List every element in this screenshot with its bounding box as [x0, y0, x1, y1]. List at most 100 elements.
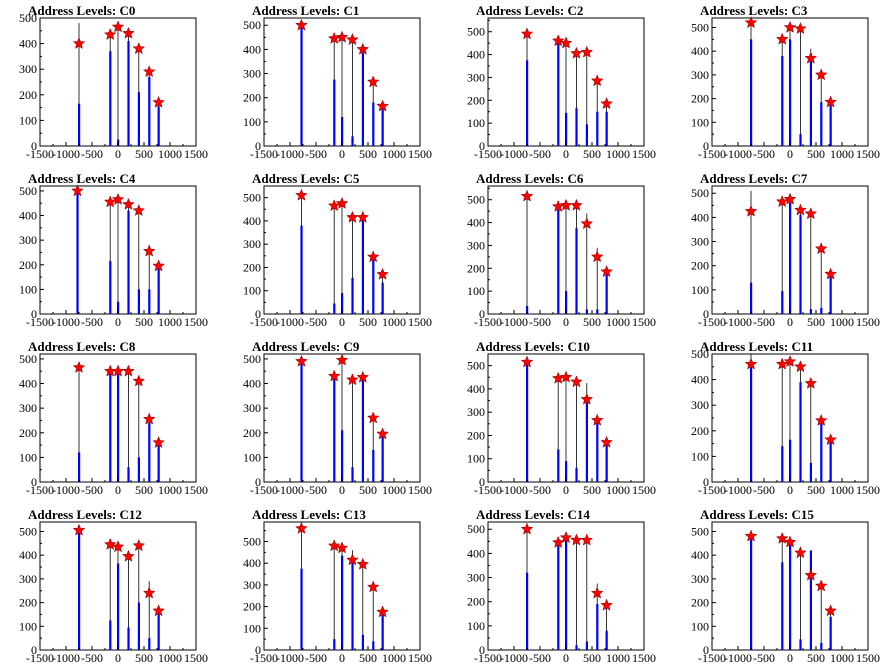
peak-marker — [590, 74, 604, 87]
peak-marker — [366, 250, 380, 263]
blue-bar — [361, 378, 364, 482]
panel-title: Address Levels: C14 — [476, 507, 590, 522]
blue-bar — [557, 542, 560, 650]
peak-marker — [814, 413, 828, 426]
peak-marker — [520, 189, 534, 202]
blue-bar — [341, 293, 344, 314]
peak-marker — [520, 355, 534, 368]
x-tick-label: -500 — [81, 483, 103, 497]
peak-marker — [142, 586, 156, 599]
blue-bar — [78, 452, 81, 482]
x-tick-label: -1000 — [724, 651, 752, 665]
blue-bar — [820, 102, 823, 146]
peak-marker — [580, 533, 594, 546]
peak-marker — [570, 198, 583, 211]
blue-bar — [372, 450, 375, 482]
y-tick-label: 200 — [691, 424, 709, 438]
x-tick-label: 1000 — [830, 315, 854, 329]
blue-bar — [750, 282, 753, 314]
y-tick-label: 0 — [703, 139, 709, 153]
x-tick-label: -1500 — [474, 483, 502, 497]
x-tick-label: 500 — [135, 315, 153, 329]
peak-marker — [327, 199, 341, 212]
x-tick-label: -1000 — [276, 483, 304, 497]
peak-marker — [122, 26, 135, 39]
x-tick-label: -500 — [529, 147, 551, 161]
x-tick-label: -500 — [529, 315, 551, 329]
blue-bar — [781, 55, 784, 146]
x-tick-label: 0 — [563, 483, 569, 497]
y-tick-label: 200 — [691, 596, 709, 610]
y-tick-label: 100 — [19, 450, 37, 464]
x-tick-label: -1500 — [250, 315, 278, 329]
x-tick-label: -1500 — [26, 483, 54, 497]
peak-marker — [152, 435, 165, 449]
blue-bar — [148, 638, 151, 650]
blue-bar — [341, 430, 344, 482]
y-tick-label: 500 — [243, 535, 261, 549]
panel-title: Address Levels: C8 — [28, 339, 136, 354]
x-tick-label: -500 — [529, 483, 551, 497]
peak-marker — [132, 203, 146, 217]
y-tick-label: 0 — [479, 139, 485, 153]
panel-title: Address Levels: C3 — [700, 3, 808, 18]
blue-bar — [137, 602, 140, 650]
y-tick-label: 0 — [703, 307, 709, 321]
peak-marker — [775, 195, 789, 208]
y-tick-label: 200 — [243, 260, 261, 274]
y-tick-label: 0 — [255, 139, 261, 153]
x-tick-label: 1500 — [856, 147, 880, 161]
x-tick-label: 0 — [115, 147, 121, 161]
x-tick-label: 1500 — [632, 651, 656, 665]
x-tick-label: 1500 — [632, 315, 656, 329]
blue-bar — [789, 202, 792, 314]
x-tick-label: -500 — [305, 483, 327, 497]
peak-marker — [590, 413, 604, 426]
y-tick-label: 0 — [479, 475, 485, 489]
peak-marker — [132, 42, 146, 55]
peak-marker — [122, 197, 135, 210]
x-tick-label: 1000 — [158, 147, 182, 161]
x-tick-label: -1000 — [52, 651, 80, 665]
y-tick-label: 500 — [691, 186, 709, 200]
x-tick-label: 0 — [563, 147, 569, 161]
peak-marker — [327, 369, 341, 382]
peak-marker — [814, 579, 828, 592]
blue-bar — [381, 107, 384, 146]
panel-title: Address Levels: C11 — [700, 339, 813, 354]
panel-5: Address Levels: C50100200300400500-1500-… — [243, 171, 432, 329]
peak-marker — [335, 541, 349, 554]
y-tick-label: 100 — [467, 284, 485, 298]
peak-marker — [804, 568, 818, 581]
panel-6: Address Levels: C60100200300400500-1500-… — [467, 171, 656, 329]
peak-marker — [142, 412, 156, 425]
y-tick-label: 200 — [243, 600, 261, 614]
y-tick-label: 100 — [691, 283, 709, 297]
panel-title: Address Levels: C10 — [476, 339, 590, 354]
x-tick-label: 500 — [807, 147, 825, 161]
x-tick-label: -500 — [753, 483, 775, 497]
blue-bar — [781, 446, 784, 482]
x-tick-label: 500 — [359, 315, 377, 329]
peak-marker — [590, 250, 604, 263]
x-tick-label: 1000 — [830, 651, 854, 665]
blue-bar — [799, 639, 802, 650]
peak-marker — [122, 549, 135, 562]
panel-title: Address Levels: C13 — [252, 507, 366, 522]
x-tick-label: 0 — [563, 651, 569, 665]
x-tick-label: -500 — [753, 651, 775, 665]
x-tick-label: 500 — [807, 315, 825, 329]
blue-bar — [117, 301, 120, 314]
blue-bar — [575, 468, 578, 482]
peak-marker — [590, 586, 604, 599]
x-tick-label: 1000 — [158, 651, 182, 665]
y-tick-label: 500 — [467, 193, 485, 207]
y-tick-label: 300 — [243, 237, 261, 251]
y-tick-label: 400 — [467, 48, 485, 62]
peak-marker — [111, 192, 125, 205]
x-tick-label: 1500 — [632, 483, 656, 497]
peak-marker — [132, 374, 146, 387]
peak-marker — [71, 184, 84, 197]
x-tick-label: -1500 — [26, 651, 54, 665]
peak-marker — [814, 242, 828, 255]
